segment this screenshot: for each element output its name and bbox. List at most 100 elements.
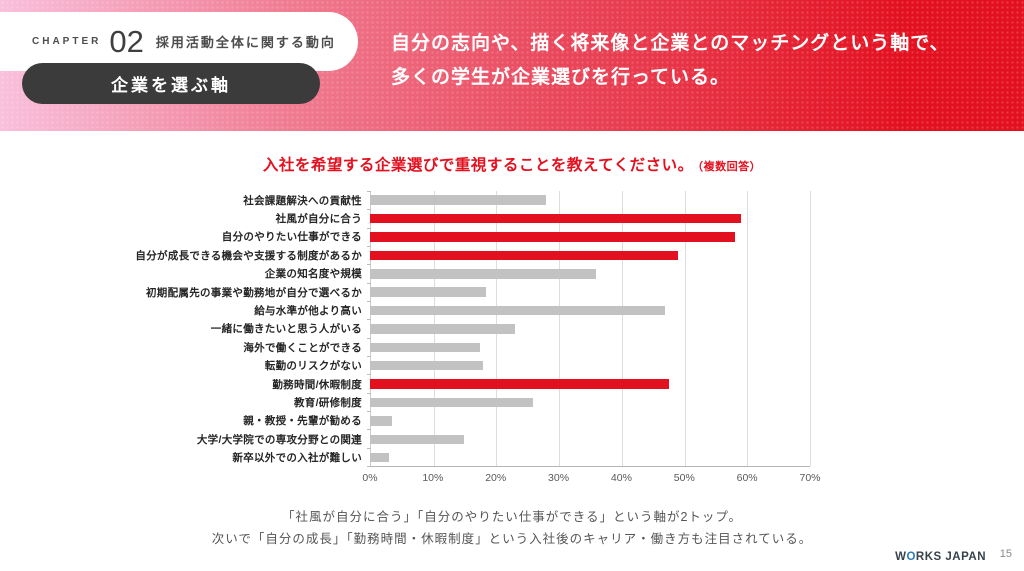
x-axis-tick-label: 10% (422, 472, 444, 484)
y-axis-tick (367, 374, 371, 376)
bar-track (370, 393, 810, 411)
bar (370, 434, 465, 445)
y-axis-tick (367, 264, 371, 266)
bar-row: 大学/大学院での専攻分野との関連 (0, 430, 810, 448)
headline-line-1: 自分の志向や、描く将来像と企業とのマッチングという軸で、 (391, 33, 950, 54)
bar-track (370, 412, 810, 430)
y-axis-tick (367, 282, 371, 284)
category-label: 海外で働くことができる (243, 341, 362, 354)
bar-track (370, 430, 810, 448)
summary-note-line-2: 次いで「自分の成長」「勤務時間・休暇制度」という入社後のキャリア・働き方も注目さ… (211, 531, 813, 546)
logo-prefix: W (895, 551, 907, 563)
category-label: 社風が自分に合う (275, 213, 362, 226)
category-label: 企業の知名度や規模 (264, 268, 362, 281)
headline: 自分の志向や、描く将来像と企業とのマッチングという軸で、 多くの学生が企業選びを… (391, 27, 949, 95)
bar-track (370, 265, 810, 283)
category-label: 教育/研修制度 (293, 396, 362, 409)
category-label: 一緒に働きたいと思う人がいる (210, 323, 362, 336)
category-label: 大学/大学院での専攻分野との関連 (196, 433, 362, 446)
bar-row: 新卒以外での入社が難しい (0, 448, 810, 466)
x-axis-tick-label: 60% (736, 472, 758, 484)
y-axis-tick (367, 209, 371, 211)
bar-row: 海外で働くことができる (0, 338, 810, 356)
category-label: 転勤のリスクがない (264, 360, 362, 373)
bar-row: 勤務時間/休暇制度 (0, 375, 810, 393)
bar (370, 195, 546, 205)
y-axis-tick (367, 429, 371, 431)
y-axis-tick (367, 227, 371, 229)
category-label: 新卒以外での入社が難しい (232, 452, 362, 465)
bar-row: 教育/研修制度 (0, 393, 810, 411)
bar-track (370, 357, 810, 375)
category-label: 給与水準が他より高い (254, 305, 362, 318)
y-axis-tick (367, 411, 371, 412)
bar (370, 324, 515, 334)
bar-row: 自分のやりたい仕事ができる (0, 228, 810, 246)
y-axis-tick (367, 337, 371, 339)
y-axis-tick (367, 356, 371, 357)
x-axis-tick-label: 40% (610, 472, 632, 484)
bar (370, 360, 484, 371)
y-axis-tick (367, 246, 371, 247)
bar (370, 452, 389, 463)
x-axis-tick-label: 20% (485, 472, 507, 484)
y-axis-tick (367, 447, 371, 449)
bar (370, 416, 392, 426)
bar-track (370, 228, 810, 246)
bar-row: 初期配属先の事業や勤務地が自分で選べるか (0, 283, 810, 301)
bar-row: 給与水準が他より高い (0, 301, 810, 319)
gridline (559, 191, 561, 466)
bar-highlighted (370, 232, 735, 242)
x-axis-tick-label: 70% (799, 472, 821, 484)
bar-row: 社会課題解決への貢献性 (0, 191, 810, 209)
bar-track (370, 448, 810, 466)
bar (370, 397, 534, 408)
y-axis-tick (367, 191, 371, 192)
bar-track (370, 283, 810, 301)
page-number: 15 (999, 548, 1012, 560)
bar-track (370, 191, 810, 209)
category-label: 自分のやりたい仕事ができる (221, 231, 362, 244)
bar-highlighted (370, 250, 678, 261)
summary-notes: 「社風が自分に合う」「自分のやりたい仕事ができる」という軸が2トップ。 次いで「… (0, 507, 1024, 551)
y-axis-tick (367, 301, 371, 302)
chart-area: 入社を希望する企業選びで重視することを教えてください。 （複数回答） 社会課題解決… (0, 153, 1024, 484)
bar-row: 一緒に働きたいと思う人がいる (0, 320, 810, 338)
logo-suffix: RKS JAPAN (915, 551, 986, 563)
bar-track (370, 209, 810, 227)
bar (370, 305, 666, 316)
chart-title: 入社を希望する企業選びで重視することを教えてください。 （複数回答） (0, 153, 1024, 175)
y-axis-tick (367, 466, 371, 467)
bar-row: 自分が成長できる機会や支援する制度があるか (0, 246, 810, 264)
x-axis-tick-label: 30% (548, 472, 570, 484)
x-axis: 0% 10% 20% 30% 40% 50% 60% 70% (362, 472, 820, 486)
bar (370, 287, 487, 297)
gridline (747, 191, 749, 466)
bar-rows: 社会課題解決への貢献性社風が自分に合う自分のやりたい仕事ができる自分が成長できる… (0, 191, 810, 467)
category-badge: 企業を選ぶ軸 (22, 63, 320, 104)
x-axis-tick-label: 50% (673, 472, 695, 484)
bar-row: 企業の知名度や規模 (0, 265, 810, 283)
bar-track (370, 246, 810, 264)
summary-note-line-1: 「社風が自分に合う」「自分のやりたい仕事ができる」という軸が2トップ。 (281, 510, 743, 524)
chart-canvas: 社会課題解決への貢献性社風が自分に合う自分のやりたい仕事ができる自分が成長できる… (0, 191, 1024, 484)
y-axis-tick (367, 319, 371, 321)
chapter-number: 02 (109, 24, 144, 59)
category-label: 初期配属先の事業や勤務地が自分で選べるか (146, 286, 362, 299)
bar-highlighted (370, 213, 741, 224)
bar-row: 社風が自分に合う (0, 209, 810, 227)
gridline (684, 191, 686, 466)
bar (370, 269, 597, 279)
category-label: 親・教授・先輩が勧める (243, 415, 362, 428)
logo-o-mark: O (906, 551, 916, 563)
category-label: 社会課題解決への貢献性 (243, 194, 362, 207)
bar (370, 342, 480, 353)
header-band: CHAPTER 02 採用活動全体に関する動向 企業を選ぶ軸 自分の志向や、描く… (0, 0, 1024, 131)
x-axis-tick-label: 0% (362, 472, 378, 484)
bar-track (370, 375, 810, 393)
bar-track (370, 338, 810, 356)
bar-highlighted (370, 379, 669, 389)
y-axis-tick (367, 392, 371, 394)
bar-row: 親・教授・先輩が勧める (0, 412, 810, 430)
